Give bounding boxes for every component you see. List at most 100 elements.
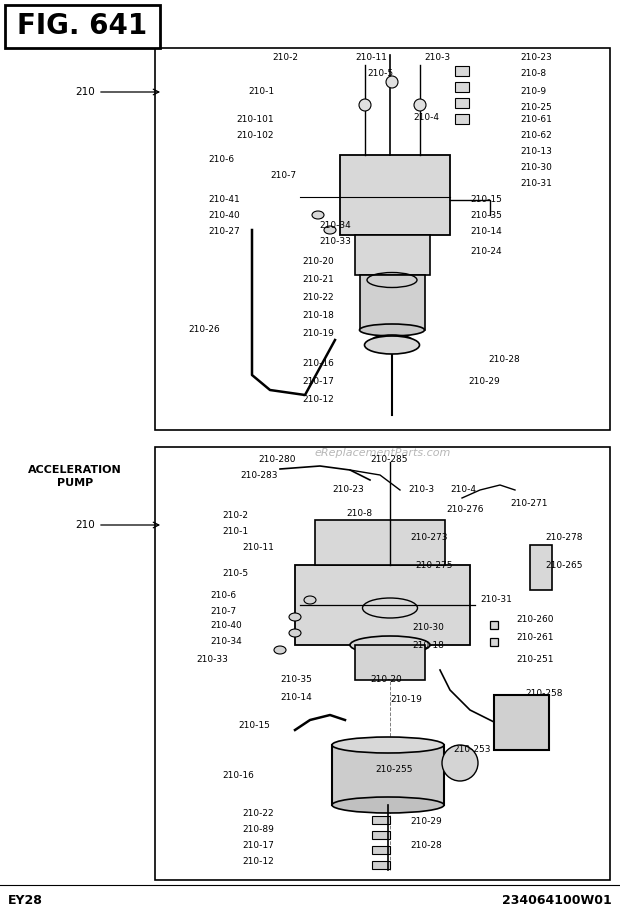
Text: 210-5: 210-5 bbox=[367, 70, 393, 78]
Text: 210-12: 210-12 bbox=[242, 857, 274, 867]
Text: 210-253: 210-253 bbox=[453, 745, 490, 754]
Text: 210-3: 210-3 bbox=[408, 485, 434, 494]
Text: 210-260: 210-260 bbox=[516, 616, 554, 625]
Text: 210-6: 210-6 bbox=[208, 155, 234, 165]
Text: 210-14: 210-14 bbox=[470, 228, 502, 236]
Circle shape bbox=[386, 76, 398, 88]
Ellipse shape bbox=[365, 336, 420, 354]
Text: 210-275: 210-275 bbox=[415, 562, 453, 571]
Bar bbox=[155, 48, 610, 430]
Text: 210-285: 210-285 bbox=[370, 456, 407, 464]
Text: 210-34: 210-34 bbox=[319, 221, 351, 231]
Ellipse shape bbox=[312, 211, 324, 219]
Bar bbox=[332, 745, 444, 805]
Circle shape bbox=[414, 99, 426, 111]
Text: 210-12: 210-12 bbox=[302, 395, 334, 404]
Ellipse shape bbox=[332, 797, 444, 813]
Bar bbox=[355, 235, 430, 275]
Text: 210-261: 210-261 bbox=[516, 632, 554, 641]
Ellipse shape bbox=[304, 596, 316, 604]
Text: 210-21: 210-21 bbox=[302, 276, 334, 285]
Ellipse shape bbox=[350, 636, 430, 654]
Text: 210-255: 210-255 bbox=[375, 766, 412, 775]
Text: 210-7: 210-7 bbox=[210, 607, 236, 617]
Text: 210-251: 210-251 bbox=[516, 655, 554, 664]
Ellipse shape bbox=[372, 335, 412, 345]
Text: 210-14: 210-14 bbox=[280, 693, 312, 701]
Text: 210-258: 210-258 bbox=[525, 689, 562, 698]
Text: 210-17: 210-17 bbox=[242, 842, 274, 850]
Text: 210-23: 210-23 bbox=[332, 485, 364, 494]
Text: 210-278: 210-278 bbox=[545, 532, 583, 541]
Text: eReplacementParts.com: eReplacementParts.com bbox=[315, 448, 451, 458]
Text: 210-15: 210-15 bbox=[238, 720, 270, 730]
Text: 210-2: 210-2 bbox=[272, 52, 298, 62]
Text: 210-19: 210-19 bbox=[390, 696, 422, 705]
Text: 210-3: 210-3 bbox=[424, 52, 450, 62]
Text: 210-11: 210-11 bbox=[242, 543, 274, 552]
Text: 210-4: 210-4 bbox=[450, 485, 476, 494]
Text: 210-27: 210-27 bbox=[208, 228, 240, 236]
Text: 210-283: 210-283 bbox=[240, 471, 278, 481]
Ellipse shape bbox=[289, 613, 301, 621]
Text: 210-62: 210-62 bbox=[520, 131, 552, 141]
Text: 210-5: 210-5 bbox=[222, 569, 248, 577]
Text: 210: 210 bbox=[75, 87, 95, 97]
Text: 210-61: 210-61 bbox=[520, 116, 552, 124]
Text: 210-24: 210-24 bbox=[470, 247, 502, 256]
Bar bbox=[315, 520, 445, 565]
FancyBboxPatch shape bbox=[530, 545, 552, 590]
Text: 210-265: 210-265 bbox=[545, 562, 583, 571]
Text: 210-29: 210-29 bbox=[468, 378, 500, 387]
Text: 210-273: 210-273 bbox=[410, 532, 448, 541]
Text: 210-15: 210-15 bbox=[470, 196, 502, 205]
Text: 210-34: 210-34 bbox=[210, 637, 242, 645]
Text: 210-271: 210-271 bbox=[510, 498, 547, 507]
Text: 210-28: 210-28 bbox=[488, 356, 520, 365]
Text: 210-17: 210-17 bbox=[302, 378, 334, 387]
Text: 210-40: 210-40 bbox=[208, 211, 240, 221]
Text: 210-13: 210-13 bbox=[520, 148, 552, 156]
Text: 210-16: 210-16 bbox=[222, 770, 254, 779]
Bar bbox=[372, 846, 390, 854]
Text: 210-29: 210-29 bbox=[410, 818, 441, 826]
Bar bbox=[355, 645, 425, 680]
Text: FIG. 641: FIG. 641 bbox=[17, 13, 148, 40]
Bar bbox=[455, 82, 469, 92]
Text: EY28: EY28 bbox=[8, 893, 43, 906]
Text: 210-7: 210-7 bbox=[270, 172, 296, 180]
Bar bbox=[455, 98, 469, 108]
Ellipse shape bbox=[360, 324, 425, 336]
Text: 210-33: 210-33 bbox=[196, 654, 228, 664]
Text: 210-22: 210-22 bbox=[242, 810, 273, 819]
Bar bbox=[490, 621, 498, 629]
Text: 210-9: 210-9 bbox=[520, 87, 546, 96]
Text: 210-35: 210-35 bbox=[280, 675, 312, 684]
Text: 210-30: 210-30 bbox=[412, 623, 444, 632]
FancyBboxPatch shape bbox=[494, 695, 549, 750]
Text: 210-89: 210-89 bbox=[242, 825, 274, 834]
Text: 210-35: 210-35 bbox=[470, 211, 502, 221]
Circle shape bbox=[442, 745, 478, 781]
Text: ACCELERATION
PUMP: ACCELERATION PUMP bbox=[28, 465, 122, 488]
Text: 210-33: 210-33 bbox=[319, 237, 351, 246]
Text: 210-28: 210-28 bbox=[410, 842, 441, 850]
Text: 210-20: 210-20 bbox=[302, 257, 334, 267]
Text: 210-18: 210-18 bbox=[412, 641, 444, 650]
Text: 210-22: 210-22 bbox=[302, 293, 334, 302]
Text: 210-102: 210-102 bbox=[236, 131, 273, 141]
Text: 210-1: 210-1 bbox=[222, 528, 248, 537]
Text: 210-8: 210-8 bbox=[520, 70, 546, 78]
Text: 210-25: 210-25 bbox=[520, 104, 552, 112]
Text: 210-2: 210-2 bbox=[222, 512, 248, 520]
Text: 210-19: 210-19 bbox=[302, 330, 334, 338]
Text: 210-4: 210-4 bbox=[413, 114, 439, 122]
Ellipse shape bbox=[289, 629, 301, 637]
Circle shape bbox=[359, 99, 371, 111]
Text: 210-8: 210-8 bbox=[346, 509, 372, 518]
Ellipse shape bbox=[274, 646, 286, 654]
Text: 210: 210 bbox=[75, 520, 95, 530]
Bar bbox=[455, 114, 469, 124]
Bar bbox=[5, 5, 160, 48]
Ellipse shape bbox=[324, 226, 336, 234]
